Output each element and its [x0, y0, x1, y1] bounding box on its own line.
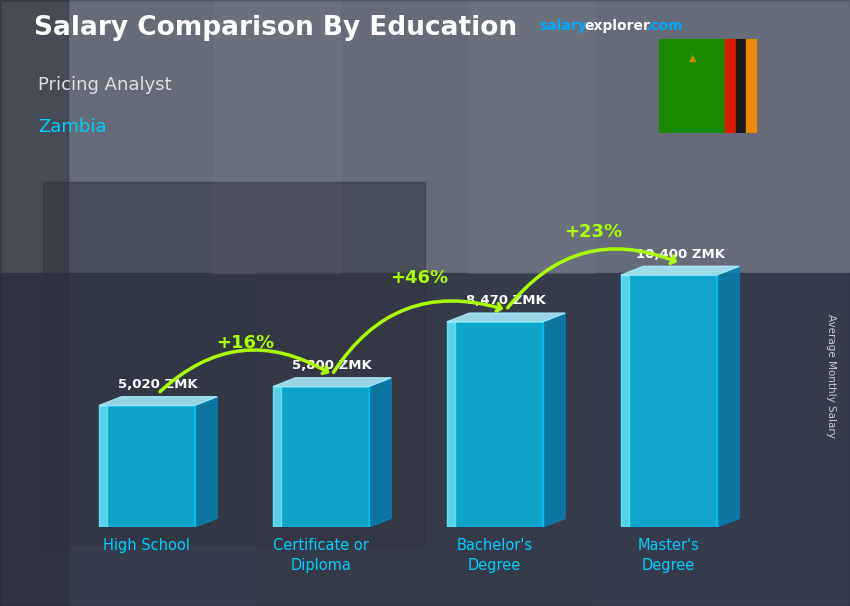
Bar — [273, 387, 281, 527]
Text: Pricing Analyst: Pricing Analyst — [38, 76, 172, 94]
Bar — [99, 405, 195, 527]
Text: +23%: +23% — [564, 222, 622, 241]
Bar — [212, 0, 340, 273]
Bar — [447, 322, 542, 527]
Bar — [620, 275, 717, 527]
Text: ▲: ▲ — [689, 53, 697, 63]
Text: 5,800 ZMK: 5,800 ZMK — [292, 359, 372, 372]
Bar — [0, 0, 68, 606]
Bar — [99, 405, 106, 527]
Polygon shape — [620, 266, 740, 275]
Bar — [468, 0, 595, 273]
Text: Average Monthly Salary: Average Monthly Salary — [826, 314, 836, 438]
Polygon shape — [273, 378, 391, 387]
Polygon shape — [99, 397, 217, 405]
Bar — [620, 275, 628, 527]
Polygon shape — [542, 313, 565, 527]
Bar — [273, 387, 369, 527]
Polygon shape — [717, 266, 740, 527]
Polygon shape — [195, 397, 217, 527]
Text: .com: .com — [645, 19, 683, 33]
Bar — [725, 39, 736, 133]
Text: 5,020 ZMK: 5,020 ZMK — [118, 378, 198, 391]
Polygon shape — [369, 378, 391, 527]
Text: explorer: explorer — [584, 19, 649, 33]
Text: +46%: +46% — [390, 270, 448, 287]
Bar — [42, 182, 425, 545]
Text: 8,470 ZMK: 8,470 ZMK — [466, 295, 546, 307]
Text: 10,400 ZMK: 10,400 ZMK — [636, 248, 724, 261]
Bar — [0, 0, 850, 273]
Polygon shape — [447, 313, 565, 322]
Text: Salary Comparison By Education: Salary Comparison By Education — [34, 15, 517, 41]
Bar — [736, 39, 746, 133]
Bar — [255, 273, 595, 606]
Bar — [0, 273, 850, 606]
Bar — [746, 39, 756, 133]
Text: Zambia: Zambia — [38, 118, 107, 136]
Text: +16%: +16% — [216, 334, 274, 352]
Bar — [447, 322, 455, 527]
Text: salary: salary — [540, 19, 587, 33]
